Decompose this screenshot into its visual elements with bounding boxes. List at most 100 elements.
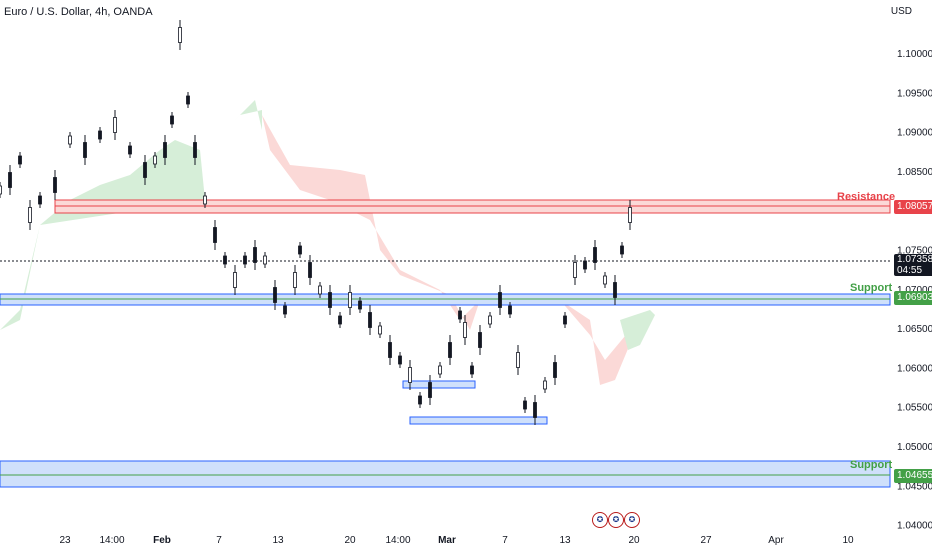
candle-body <box>583 260 587 270</box>
candle-body <box>38 195 42 205</box>
zones-layer <box>0 199 891 488</box>
flag-us-icon[interactable]: ✪ <box>608 512 624 528</box>
price-tick-label: 1.08500 <box>897 167 932 178</box>
candle-body <box>533 402 537 418</box>
candle-body <box>293 272 297 288</box>
candle-body <box>516 352 520 368</box>
candle-body <box>128 145 132 155</box>
candle-body <box>448 342 452 358</box>
bar-countdown: 04:55 <box>897 265 923 276</box>
time-tick-label: 13 <box>559 535 571 546</box>
candle-body <box>223 255 227 265</box>
price-tick-label: 1.10000 <box>897 49 932 60</box>
candle-body <box>438 365 442 375</box>
candle-body <box>523 400 527 410</box>
candle-body <box>53 177 57 193</box>
candle-body <box>98 130 102 140</box>
time-axis: 23 14:00 Feb 7 13 20 14:00 Mar 7 13 20 27 Apr 10 <box>59 535 854 546</box>
candle-body <box>68 135 72 145</box>
candle-body <box>28 207 32 223</box>
candle-body <box>368 312 372 328</box>
candle-body <box>113 117 117 133</box>
bull-cloud <box>620 310 655 350</box>
current-price-value: 1.07358 <box>897 254 932 265</box>
candle-body <box>328 292 332 308</box>
support-lower-price-tag: 1.04655 <box>894 469 932 483</box>
candle-body <box>573 262 577 278</box>
time-tick-label: 13 <box>272 535 284 546</box>
time-tick-label: Mar <box>438 535 456 546</box>
candle-body <box>488 315 492 325</box>
candle-body <box>543 380 547 390</box>
time-tick-label: 23 <box>59 535 71 546</box>
candle-body <box>620 245 624 255</box>
bear-cloud <box>262 115 480 330</box>
bull-cloud <box>235 100 262 130</box>
candle-body <box>243 255 247 265</box>
flag-us-icon[interactable]: ✪ <box>592 512 608 528</box>
symbol-title: Euro / U.S. Dollar, 4h, OANDA <box>4 6 153 18</box>
flag-us-icon[interactable]: ✪ <box>624 512 640 528</box>
candle-body <box>378 325 382 335</box>
time-tick-label: 14:00 <box>99 535 124 546</box>
price-tick-label: 1.04500 <box>897 481 932 492</box>
candle-body <box>308 262 312 278</box>
candles-layer <box>0 20 632 425</box>
price-tick-label: 1.07000 <box>897 285 932 296</box>
price-tick-label: 1.09000 <box>897 128 932 139</box>
ichimoku-cloud <box>0 100 655 385</box>
resistance-price-tag: 1.08057 <box>894 200 932 214</box>
candle-body <box>508 305 512 315</box>
candle-body <box>83 142 87 158</box>
time-tick-label: 20 <box>344 535 356 546</box>
candle-body <box>470 365 474 375</box>
demand-zone[interactable] <box>409 416 548 425</box>
price-tick-label: 1.06000 <box>897 363 932 374</box>
price-tick-label: 1.05000 <box>897 442 932 453</box>
time-tick-label: 20 <box>628 535 640 546</box>
candle-body <box>178 27 182 43</box>
resistance-label: Resistance <box>837 191 896 203</box>
demand-zone[interactable] <box>402 380 476 389</box>
candle-body <box>388 342 392 358</box>
candle-body <box>193 142 197 158</box>
candle-body <box>153 155 157 165</box>
price-tick-label: 1.05500 <box>897 403 932 414</box>
time-tick-label: Apr <box>768 535 784 546</box>
candle-body <box>593 247 597 263</box>
candle-body <box>186 95 190 105</box>
current-price-tag: 1.07358 04:55 <box>894 254 932 276</box>
price-tick-label: 1.04000 <box>897 521 932 532</box>
candle-body <box>458 310 462 320</box>
candle-body <box>253 247 257 263</box>
candle-body <box>298 245 302 255</box>
candle-body <box>170 115 174 125</box>
candle-body <box>163 142 167 158</box>
price-tick-label: 1.09500 <box>897 88 932 99</box>
candle-body <box>318 285 322 295</box>
candle-body <box>628 207 632 223</box>
time-tick-label: Feb <box>153 535 171 546</box>
time-tick-label: 7 <box>216 535 222 546</box>
currency-label: USD <box>890 6 912 17</box>
support-lower-zone[interactable] <box>0 460 891 488</box>
candle-body <box>478 332 482 348</box>
time-tick-label: 14:00 <box>385 535 410 546</box>
support-upper-label: Support <box>850 282 893 294</box>
bear-cloud <box>560 300 650 385</box>
candle-body <box>203 195 207 205</box>
price-tick-label: 1.06500 <box>897 324 932 335</box>
candle-body <box>348 292 352 308</box>
candle-body <box>0 185 2 195</box>
candle-body <box>213 227 217 243</box>
time-tick-label: 10 <box>842 535 854 546</box>
candle-body <box>613 282 617 298</box>
support-lower-label: Support <box>850 459 893 471</box>
price-tick-label: 1.07500 <box>897 246 932 257</box>
candle-body <box>418 395 422 405</box>
candle-body <box>358 300 362 310</box>
support-upper-price-tag: 1.06903 <box>894 291 932 305</box>
candle-body <box>143 162 147 178</box>
